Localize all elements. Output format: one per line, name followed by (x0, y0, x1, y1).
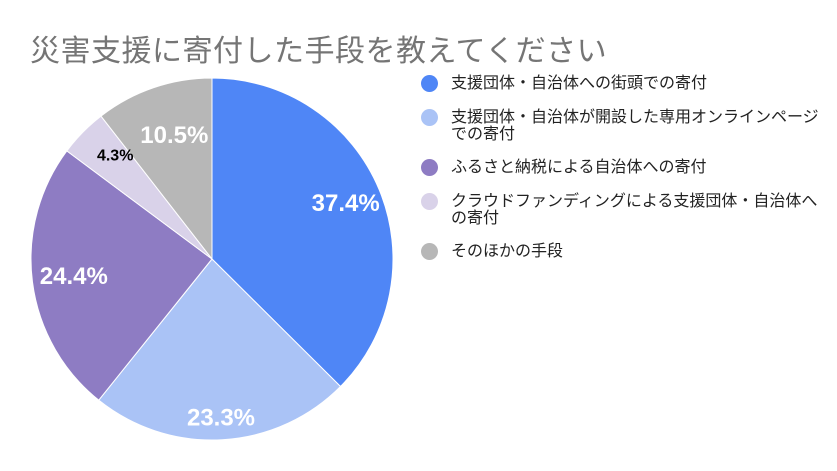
data-label: 24.4% (40, 263, 108, 290)
legend-swatch (421, 193, 438, 210)
pie-slice[interactable] (98, 258, 342, 441)
pie-slice[interactable] (30, 150, 213, 401)
legend-item[interactable]: 支援団体・自治体への街頭での寄付 (421, 74, 826, 92)
legend-label: 支援団体・自治体への街頭での寄付 (451, 73, 708, 92)
data-label: 23.3% (187, 405, 255, 432)
data-label: 37.4% (312, 190, 380, 217)
pie-slice[interactable] (211, 77, 394, 388)
legend-swatch (421, 159, 438, 176)
chart-title: 災害支援に寄付した手段を教えてください (30, 34, 608, 69)
legend-item[interactable]: そのほかの手段 (421, 242, 826, 260)
legend-item[interactable]: 支援団体・自治体が開設した専用オンラインページでの寄付 (421, 108, 826, 142)
legend-swatch (421, 109, 438, 126)
legend-label: 支援団体・自治体が開設した専用オンラインページでの寄付 (451, 107, 819, 143)
legend-label: ふるさと納税による自治体への寄付 (451, 157, 707, 176)
legend: 支援団体・自治体への街頭での寄付 支援団体・自治体が開設した専用オンラインページ… (421, 74, 826, 276)
legend-label: そのほかの手段 (451, 241, 564, 260)
legend-swatch (421, 243, 438, 260)
legend-item[interactable]: クラウドファンディングによる支援団体・自治体への寄付 (421, 192, 826, 226)
legend-label: クラウドファンディングによる支援団体・自治体への寄付 (451, 191, 818, 227)
data-label: 10.5% (140, 122, 208, 149)
pie-labels: 37.4% 23.3% 24.4% 4.3% 10.5% (40, 122, 380, 432)
pie-slice[interactable] (100, 77, 213, 261)
legend-item[interactable]: ふるさと納税による自治体への寄付 (421, 158, 826, 176)
legend-swatch (421, 75, 438, 92)
data-label: 4.3% (97, 148, 133, 165)
pie-slices (30, 77, 394, 441)
